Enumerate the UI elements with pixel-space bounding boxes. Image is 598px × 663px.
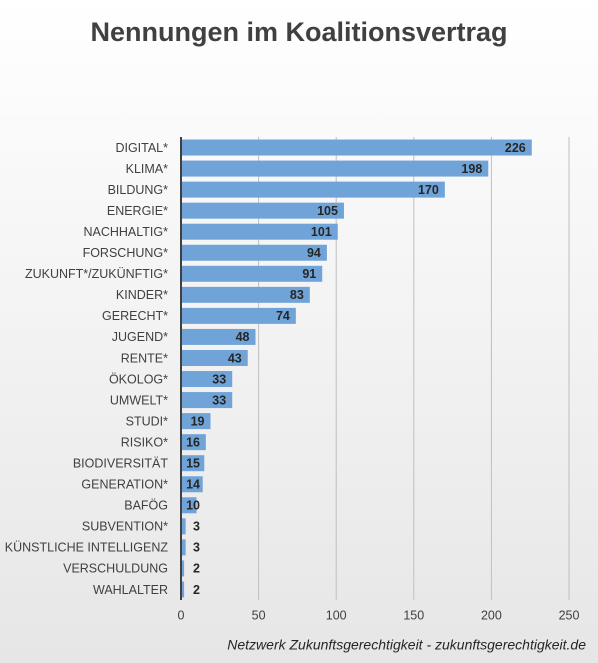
value-label: 198 bbox=[461, 162, 482, 176]
bar bbox=[181, 518, 186, 535]
value-label: 10 bbox=[186, 499, 200, 513]
value-label: 91 bbox=[302, 267, 316, 281]
y-tick-label: KINDER* bbox=[116, 288, 168, 302]
y-tick-label: BILDUNG* bbox=[108, 183, 169, 197]
bar bbox=[181, 413, 211, 430]
x-tick-label: 0 bbox=[178, 608, 185, 622]
y-tick-label: ENERGIE* bbox=[107, 204, 168, 218]
value-label: 226 bbox=[505, 141, 526, 155]
x-tick-label: 250 bbox=[559, 608, 580, 622]
y-tick-label: STUDI* bbox=[126, 414, 169, 428]
value-label: 16 bbox=[186, 435, 200, 449]
bar bbox=[181, 371, 233, 388]
x-tick-label: 100 bbox=[326, 608, 347, 622]
value-label: 94 bbox=[307, 246, 321, 260]
bar bbox=[181, 560, 185, 577]
bar bbox=[181, 349, 248, 366]
value-label: 83 bbox=[290, 288, 304, 302]
bar bbox=[181, 265, 323, 282]
value-label: 3 bbox=[193, 541, 200, 555]
y-tick-label: ÖKOLOG* bbox=[109, 372, 168, 386]
y-tick-label: ZUKUNFT*/ZUKÜNFTIG* bbox=[25, 267, 168, 281]
value-label: 43 bbox=[228, 351, 242, 365]
x-tick-label: 150 bbox=[403, 608, 424, 622]
bar bbox=[181, 139, 532, 156]
y-tick-label: WAHLALTER bbox=[93, 583, 168, 597]
y-tick-label: RISIKO* bbox=[121, 435, 168, 449]
y-tick-label: UMWELT* bbox=[110, 393, 168, 407]
value-label: 14 bbox=[186, 478, 200, 492]
y-tick-label: GENERATION* bbox=[81, 478, 168, 492]
y-tick-label: NACHHALTIG* bbox=[83, 225, 168, 239]
bar bbox=[181, 328, 256, 345]
y-tick-label: KÜNSTLICHE INTELLIGENZ bbox=[5, 541, 169, 555]
value-label: 3 bbox=[193, 520, 200, 534]
bar bbox=[181, 497, 197, 514]
bar bbox=[181, 202, 344, 219]
y-tick-label: KLIMA* bbox=[126, 162, 169, 176]
y-tick-label: BIODIVERSITÄT bbox=[73, 457, 169, 471]
bar bbox=[181, 581, 185, 598]
bar bbox=[181, 286, 310, 303]
y-tick-label: VERSCHULDUNG bbox=[63, 562, 168, 576]
source: Netzwerk Zukunftsgerechtigkeit - zukunft… bbox=[227, 637, 586, 653]
bar bbox=[181, 307, 296, 324]
bar bbox=[181, 455, 205, 472]
value-label: 33 bbox=[212, 393, 226, 407]
y-tick-label: FORSCHUNG* bbox=[83, 246, 169, 260]
bar bbox=[181, 539, 186, 556]
bar bbox=[181, 244, 327, 261]
value-label: 170 bbox=[418, 183, 439, 197]
bar bbox=[181, 181, 445, 198]
bar bbox=[181, 223, 338, 240]
bar bbox=[181, 476, 203, 493]
x-tick-label: 50 bbox=[252, 608, 266, 622]
value-label: 48 bbox=[236, 330, 250, 344]
value-label: 2 bbox=[193, 583, 200, 597]
bar bbox=[181, 160, 489, 177]
x-tick-label: 200 bbox=[481, 608, 502, 622]
chart-title: Nennungen im Koalitionsvertrag bbox=[90, 17, 507, 47]
value-label: 15 bbox=[186, 457, 200, 471]
value-label: 105 bbox=[317, 204, 338, 218]
y-tick-label: BAFÖG bbox=[124, 499, 168, 513]
y-tick-label: GERECHT* bbox=[102, 309, 168, 323]
value-label: 101 bbox=[311, 225, 332, 239]
y-tick-label: JUGEND* bbox=[112, 330, 168, 344]
y-tick-label: SUBVENTION* bbox=[82, 520, 168, 534]
value-label: 2 bbox=[193, 562, 200, 576]
value-label: 19 bbox=[191, 414, 205, 428]
bar bbox=[181, 434, 206, 451]
y-tick-label: RENTE* bbox=[121, 351, 168, 365]
value-label: 33 bbox=[212, 372, 226, 386]
value-label: 74 bbox=[276, 309, 290, 323]
bar bbox=[181, 392, 233, 409]
y-tick-label: DIGITAL* bbox=[115, 141, 168, 155]
